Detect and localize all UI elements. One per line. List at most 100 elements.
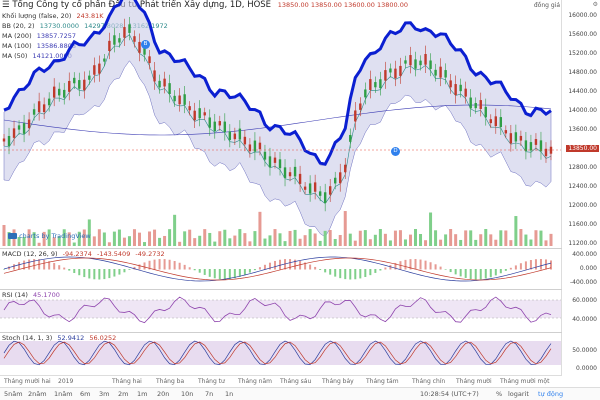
price-tick: 15200.00 — [568, 50, 597, 57]
legend-volume: Khối lượng (false, 20) 243.81K — [2, 12, 103, 20]
indicator-value: -49.2732 — [135, 250, 165, 258]
price-tick: 12400.00 — [568, 183, 597, 190]
legend-value: 13730.0000 — [39, 22, 79, 30]
legend-ma50: MA (50) 14121.0000 — [2, 52, 72, 60]
settings-icon[interactable]: ⚙ — [592, 1, 598, 8]
time-label: Tháng hai — [112, 378, 142, 385]
price-tick: 14400.00 — [568, 88, 597, 95]
timeframe-1m[interactable]: 1m — [137, 390, 148, 398]
legend-value: 243.81K — [76, 12, 104, 20]
stoch-legend: Stoch (14, 1, 3) 52.9412 56.0252 — [2, 334, 116, 342]
indicator-value: 56.0252 — [89, 334, 117, 342]
axis-settings[interactable]: ⚙ — [590, 1, 598, 8]
status-time: 10:28:54 (UTC+7) — [420, 390, 479, 398]
legend-label: MA (50) — [2, 52, 28, 60]
legend-value: 13857.7257 — [36, 32, 76, 40]
scale-percent[interactable]: % — [496, 390, 503, 398]
currency-text: đồng giá — [533, 2, 560, 9]
price-tick: 16000.00 — [568, 12, 597, 19]
legend-label: MA (200) — [2, 32, 32, 40]
stoch-axis: 50.0000 0.0000 — [561, 333, 600, 375]
legend-value: 13586.8808 — [36, 42, 76, 50]
axis-tick: 40.0000 — [572, 316, 597, 323]
price-tick: 11600.00 — [568, 221, 597, 228]
legend-label: BB (20, 2) — [2, 22, 35, 30]
symbol-title: Tổng Công ty cổ phần Đầu tư Phát triển X… — [12, 0, 272, 10]
axis-tick: 0.0000 — [576, 365, 597, 372]
rsi-chart[interactable] — [0, 290, 562, 332]
time-label: Tháng mười hai — [4, 378, 51, 385]
indicator-label: MACD (12, 26, 9) — [2, 250, 58, 258]
axis-tick: 50.0000 — [572, 347, 597, 354]
indicator-label: Stoch (14, 1, 3) — [2, 334, 53, 342]
pane-divider[interactable] — [0, 248, 562, 249]
event-marker-d[interactable]: D — [391, 147, 400, 156]
indicator-value: -94.2374 — [62, 250, 92, 258]
macd-axis: 400.000 0.000 -400.000 — [561, 249, 600, 289]
axis-tick: -400.000 — [570, 279, 597, 286]
timeframe-1d[interactable]: 1n — [225, 390, 234, 398]
legend-label: Khối lượng (false, 20) — [2, 12, 72, 20]
indicator-value: 45.1700 — [33, 291, 60, 299]
macd-legend: MACD (12, 26, 9) -94.2374 -143.5409 -49.… — [2, 250, 165, 258]
timeframe-10d[interactable]: 10n — [181, 390, 194, 398]
price-tick: 14800.00 — [568, 69, 597, 76]
legend-ma200: MA (200) 13857.7257 — [2, 32, 76, 40]
price-tick: 15600.00 — [568, 31, 597, 38]
timeframe-7d[interactable]: 7n — [205, 390, 214, 398]
indicator-value: 52.9412 — [57, 334, 85, 342]
ohlc-values: 13850.00 13850.00 13600.00 13800.00 — [277, 1, 409, 9]
scale-log[interactable]: logarit — [508, 390, 529, 398]
pane-divider[interactable] — [0, 332, 562, 333]
last-price-tag: 13850.00 — [566, 145, 599, 152]
timeframe-6m[interactable]: 6m — [80, 390, 91, 398]
watermark: charts by TradingView — [8, 232, 91, 240]
time-label: Tháng sáu — [280, 378, 312, 385]
price-chart[interactable] — [0, 0, 562, 248]
watermark-text: charts by TradingView — [19, 232, 91, 240]
time-label: Tháng bảy — [322, 378, 354, 385]
time-label: Tháng năm — [238, 378, 272, 385]
time-label: 2019 — [58, 378, 74, 385]
price-tick: 12000.00 — [568, 202, 597, 209]
time-label: Tháng tư — [198, 378, 225, 385]
timeframe-2y[interactable]: 2năm — [28, 390, 47, 398]
time-label: Tháng mười một — [500, 378, 550, 385]
stoch-chart[interactable] — [0, 333, 562, 375]
timeframe-bar: 5năm 2năm 1năm 6m 3m 2m 1m 20n 10n 7n 1n… — [0, 387, 600, 400]
timeframe-1y[interactable]: 1năm — [54, 390, 73, 398]
timeframe-20d[interactable]: 20n — [157, 390, 170, 398]
legend-label: MA (100) — [2, 42, 32, 50]
price-tick: 11200.00 — [568, 240, 597, 247]
price-tick: 14000.00 — [568, 107, 597, 114]
time-label: Tháng tám — [366, 378, 399, 385]
time-label: Tháng mười — [456, 378, 492, 385]
event-marker-b[interactable]: B — [141, 40, 150, 49]
macd-chart[interactable] — [0, 249, 562, 289]
tradingview-logo-icon — [8, 233, 17, 239]
legend-value: 14121.0000 — [32, 52, 72, 60]
axis-tick: 0.000 — [579, 265, 597, 272]
chart-title: ☰ Tổng Công ty cổ phần Đầu tư Phát triển… — [2, 0, 408, 10]
legend-ma100: MA (100) 13586.8808 — [2, 42, 76, 50]
indicator-value: -143.5409 — [96, 250, 131, 258]
last-price-text: 13850.00 — [568, 145, 597, 152]
timeframe-5y[interactable]: 5năm — [4, 390, 23, 398]
time-axis[interactable]: Tháng mười hai 2019 Tháng hai Tháng ba T… — [0, 375, 562, 388]
currency-label: đồng giá — [534, 2, 560, 9]
pane-divider[interactable] — [0, 289, 562, 290]
rsi-axis: 60.0000 40.0000 — [561, 290, 600, 332]
price-axis[interactable]: ⚙ 16000.00 15600.00 15200.00 14800.00 14400.… — [561, 0, 600, 248]
axis-tick: 400.000 — [572, 251, 597, 258]
timeframe-2m[interactable]: 2m — [118, 390, 129, 398]
rsi-legend: RSI (14) 45.1700 — [2, 291, 60, 299]
indicator-label: RSI (14) — [2, 291, 28, 299]
price-tick: 12800.00 — [568, 164, 597, 171]
time-label: Tháng ba — [156, 378, 185, 385]
menu-icon[interactable]: ☰ — [2, 0, 10, 10]
scale-auto[interactable]: tự động — [538, 390, 564, 398]
time-label: Tháng chín — [412, 378, 446, 385]
timeframe-3m[interactable]: 3m — [99, 390, 110, 398]
price-tick: 13600.00 — [568, 126, 597, 133]
axis-tick: 60.0000 — [572, 297, 597, 304]
